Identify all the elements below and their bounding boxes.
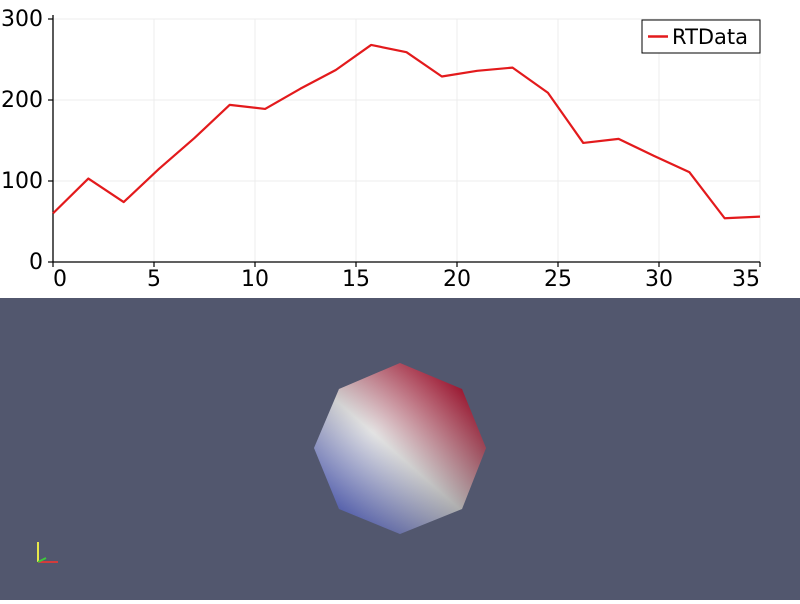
x-tick-label: 35	[732, 267, 760, 292]
y-tick-label: 100	[1, 169, 43, 194]
axes	[52, 15, 760, 263]
x-tick-label: 5	[147, 267, 161, 292]
legend[interactable]: RTData	[641, 19, 761, 54]
grid	[53, 18, 761, 262]
line-chart: 0 5 10 15 20 25 30 35 0 100 200 300 RTData	[1, 7, 761, 292]
x-tick-label: 15	[342, 267, 370, 292]
y-tick-label: 300	[1, 7, 43, 32]
x-tick-label: 10	[241, 267, 269, 292]
line-chart-view[interactable]: 0 5 10 15 20 25 30 35 0 100 200 300 RTData	[0, 0, 800, 298]
x-tick-label: 20	[443, 267, 471, 292]
y-tick-label: 200	[1, 88, 43, 113]
x-tick-label: 30	[645, 267, 673, 292]
ticks: 0 5 10 15 20 25 30 35 0 100 200 300	[1, 7, 761, 292]
legend-label-rtdata: RTData	[672, 25, 748, 49]
sphere-object[interactable]	[314, 363, 486, 534]
x-tick-label: 0	[53, 267, 67, 292]
orientation-axes-icon	[37, 542, 58, 563]
y-tick-label: 0	[29, 250, 43, 275]
render-canvas	[37, 363, 486, 563]
x-tick-label: 25	[544, 267, 572, 292]
series-line-rtdata	[52, 43, 761, 220]
3d-render-view[interactable]	[0, 298, 800, 600]
series-layer	[52, 43, 761, 220]
